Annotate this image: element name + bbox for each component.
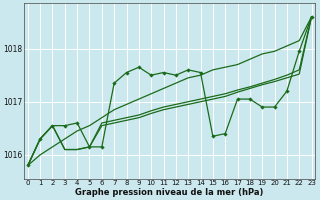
- X-axis label: Graphe pression niveau de la mer (hPa): Graphe pression niveau de la mer (hPa): [76, 188, 264, 197]
